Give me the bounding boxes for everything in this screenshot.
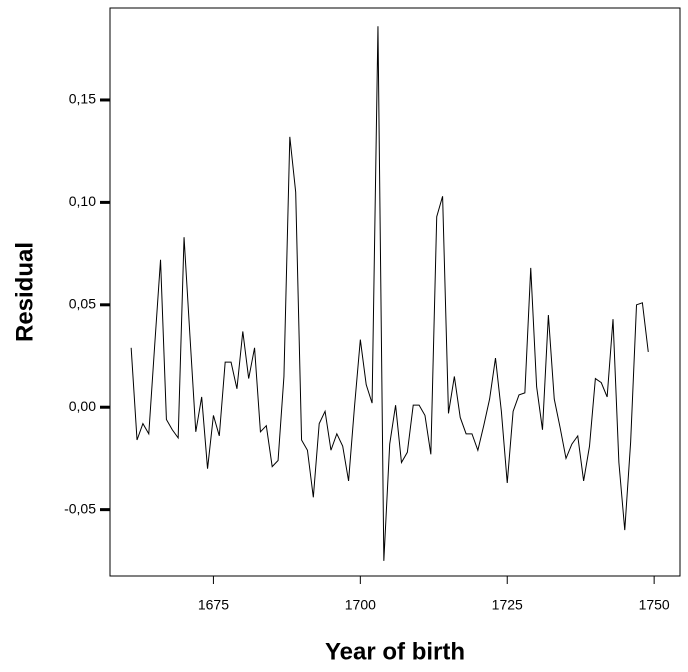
y-axis-title: Residual [11, 242, 38, 342]
plot-frame [109, 7, 681, 577]
x-axis-title: Year of birth [325, 638, 465, 665]
x-tick-label: 1725 [492, 597, 523, 613]
x-tick-label: 1750 [639, 597, 670, 613]
data-line [130, 26, 649, 561]
y-tick-label: 0,00 [69, 398, 96, 414]
y-tick-label: 0,10 [69, 193, 96, 209]
x-tick-label: 1700 [345, 597, 376, 613]
y-tick-label: 0,15 [69, 91, 96, 107]
y-tick-label: -0,05 [64, 500, 96, 516]
x-tick-label: 1675 [198, 597, 229, 613]
y-tick-label: 0,05 [69, 296, 96, 312]
